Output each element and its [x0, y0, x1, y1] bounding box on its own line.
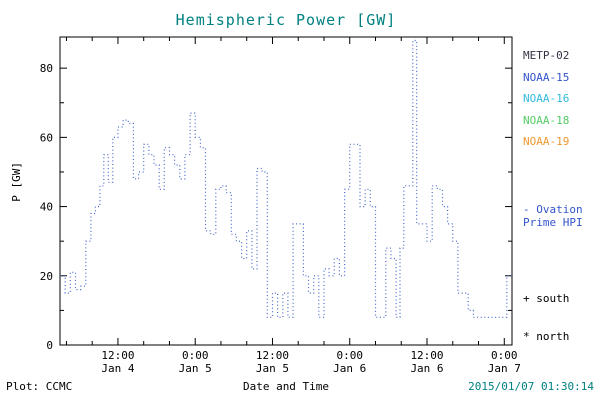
ovation-prime-label: - Ovation Prime HPI: [523, 203, 583, 229]
y-tick-label: 80: [40, 62, 53, 75]
x-tick-time-label: 0:00: [182, 349, 209, 362]
ovation-label-line2: Prime HPI: [523, 216, 583, 229]
x-tick-date-label: Jan 4: [101, 362, 134, 375]
x-axis-label: Date and Time: [242, 380, 330, 393]
legend-item-noaa19: NOAA-19: [523, 135, 570, 148]
satellite-legend: METP-02 NOAA-15 NOAA-16 NOAA-18 NOAA-19: [523, 45, 569, 153]
ovation-label-line1: - Ovation: [523, 203, 583, 216]
x-tick-date-label: Jan 6: [410, 362, 443, 375]
x-tick-date-label: Jan 5: [179, 362, 212, 375]
y-tick-label: 20: [40, 270, 53, 283]
x-tick-date-label: Jan 5: [256, 362, 289, 375]
hpi-step-line: [60, 39, 512, 318]
x-tick-time-label: 12:00: [410, 349, 443, 362]
plot-credit: Plot: CCMC: [6, 380, 73, 393]
legend-item-noaa15: NOAA-15: [523, 70, 570, 84]
x-tick-date-label: Jan 7: [488, 362, 521, 375]
x-tick-time-label: 12:00: [101, 349, 134, 362]
y-tick-label: 60: [40, 131, 53, 144]
y-tick-label: 40: [40, 201, 53, 214]
legend-item-noaa16: NOAA-16: [523, 92, 570, 105]
chart-title: Hemispheric Power [GW]: [175, 11, 397, 29]
legend-item-noaa18: NOAA-18: [523, 113, 570, 127]
legend-item-metp02: METP-02: [523, 49, 570, 62]
timestamp: 2015/01/07 01:30:14: [468, 380, 594, 393]
x-tick-time-label: 0:00: [491, 349, 518, 362]
x-tick-time-label: 0:00: [336, 349, 363, 362]
south-marker-label: + south: [523, 292, 570, 305]
plot-border: [59, 36, 513, 346]
y-tick-label: 0: [46, 339, 53, 352]
north-marker-label: * north: [523, 330, 570, 343]
x-tick-time-label: 12:00: [256, 349, 289, 362]
x-tick-date-label: Jan 6: [333, 362, 366, 375]
